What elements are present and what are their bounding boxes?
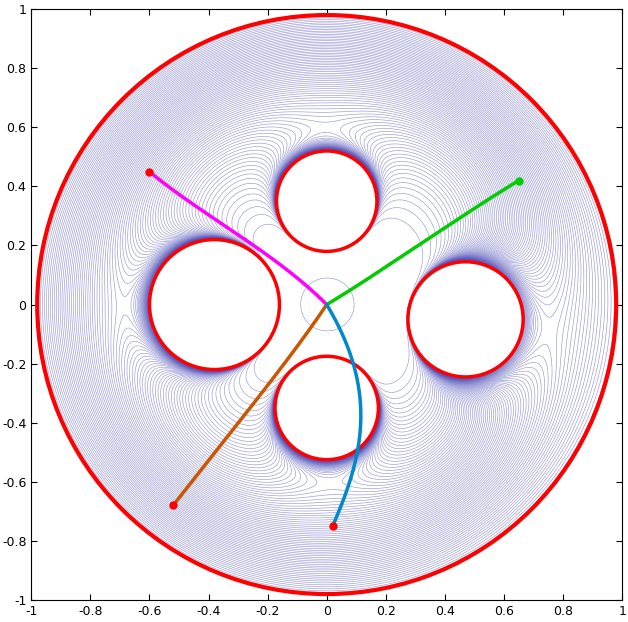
Circle shape <box>149 239 279 369</box>
Circle shape <box>276 151 377 251</box>
Circle shape <box>408 262 523 377</box>
Circle shape <box>275 356 379 460</box>
